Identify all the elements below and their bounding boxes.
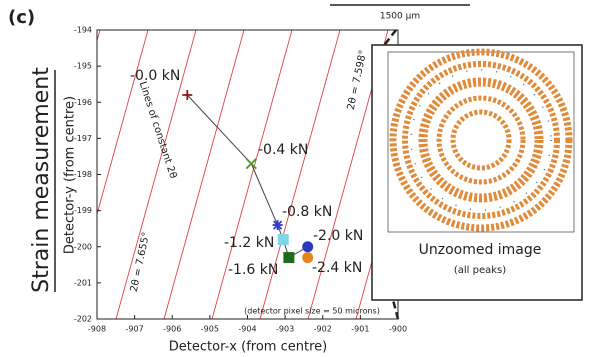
x-tick-label: -900	[389, 325, 407, 334]
y-tick-label: -194	[74, 26, 92, 35]
x-tick-label: -905	[201, 325, 219, 334]
annotation: 2θ = 7.598°	[346, 49, 369, 111]
point	[303, 242, 313, 252]
trajectory-line	[187, 95, 307, 258]
annotation: 2θ = 7.655°	[129, 231, 152, 293]
point	[278, 235, 288, 245]
point-label: -0.0 kN	[130, 68, 180, 84]
point-label: -0.8 kN	[282, 204, 332, 220]
inset-image	[388, 52, 574, 232]
y-tick-label: -198	[74, 170, 92, 179]
x-tick-label: -902	[314, 325, 332, 334]
y-tick-label: -200	[74, 242, 92, 251]
figure: (c) 1500 µm Strain measurement Detector-…	[0, 0, 589, 357]
point-label: -1.2 kN	[224, 235, 274, 251]
inset-title: Unzoomed image	[419, 242, 542, 258]
point	[273, 220, 283, 230]
y-tick-label: -201	[74, 278, 92, 287]
x-tick-label: -903	[276, 325, 294, 334]
x-tick-label: -906	[163, 325, 181, 334]
inset-subtitle: (all peaks)	[454, 265, 506, 276]
point-label: -0.4 kN	[258, 142, 308, 158]
annotation: Lines of constant 2θ	[137, 80, 179, 180]
side-title: Strain measurement	[29, 67, 54, 293]
y-tick-label: -196	[74, 98, 92, 107]
point-label: -1.6 kN	[228, 262, 278, 278]
x-tick-label: -907	[126, 325, 144, 334]
x-tick-label: -904	[238, 325, 256, 334]
panel-label: (c)	[8, 7, 35, 28]
x-tick-label: -908	[88, 325, 106, 334]
point-label: -2.4 kN	[312, 260, 362, 276]
x-tick-label: -901	[351, 325, 369, 334]
y-tick-label: -197	[74, 134, 92, 143]
y-tick-label: -202	[74, 315, 92, 324]
point-label: -2.0 kN	[313, 228, 363, 244]
x-axis-label: Detector-x (from centre)	[169, 340, 327, 355]
y-tick-label: -199	[74, 206, 92, 215]
scale-bar-label: 1500 µm	[380, 12, 420, 22]
y-tick-label: -195	[74, 62, 92, 71]
annotation: (detector pixel size = 50 microns)	[244, 307, 380, 316]
point	[284, 253, 294, 263]
